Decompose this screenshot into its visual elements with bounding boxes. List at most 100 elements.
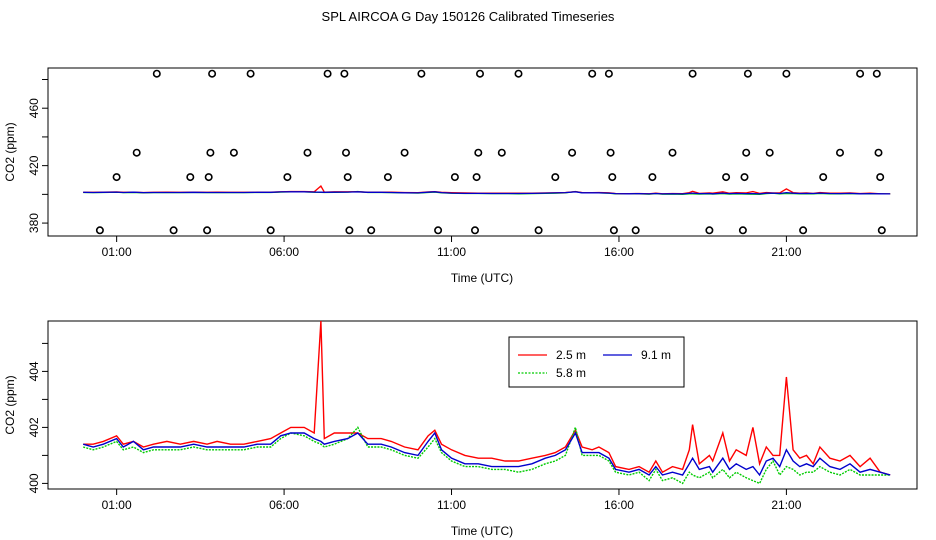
outlier-point	[765, 148, 774, 157]
outlier-point	[722, 173, 731, 182]
outlier-point	[229, 148, 238, 157]
x-tick-label: 21:00	[771, 498, 801, 512]
series-line-2-5-m	[83, 320, 891, 476]
legend: 2.5 m 9.1 m 5.8 m	[508, 336, 685, 388]
outlier-point	[475, 69, 484, 78]
y-tick-label: 400	[27, 473, 41, 493]
outlier-point	[400, 148, 409, 157]
y-tick-label: 420	[27, 155, 41, 175]
outlier-point	[551, 173, 560, 182]
outlier-point	[872, 69, 881, 78]
outlier-point	[705, 226, 714, 235]
x-tick-label: 11:00	[437, 498, 466, 512]
x-tick-label: 06:00	[269, 245, 299, 259]
outlier-point	[648, 173, 657, 182]
outlier-point	[132, 148, 141, 157]
x-tick-label: 16:00	[604, 498, 634, 512]
outlier-point	[367, 226, 376, 235]
outlier-point	[434, 226, 443, 235]
top-reference-lines	[83, 184, 891, 196]
outlier-point	[450, 173, 459, 182]
outlier-point	[341, 148, 350, 157]
top-series-line	[83, 191, 891, 195]
top-x-axis: 01:00 06:00 11:00 16:00 21:00	[102, 236, 802, 259]
outlier-point	[877, 226, 886, 235]
bottom-x-axis-label: Time (UTC)	[451, 524, 513, 538]
outlier-point	[742, 148, 751, 157]
legend-label-2-5m: 2.5 m	[556, 348, 586, 362]
y-tick-label: 460	[27, 98, 41, 118]
outlier-point	[95, 226, 104, 235]
outlier-point	[835, 148, 844, 157]
outlier-point	[609, 226, 618, 235]
outlier-point	[266, 226, 275, 235]
outlier-point	[246, 69, 255, 78]
outlier-point	[876, 173, 885, 182]
x-tick-label: 16:00	[604, 245, 634, 259]
outlier-point	[799, 226, 808, 235]
outlier-point	[608, 173, 617, 182]
x-tick-label: 21:00	[771, 245, 801, 259]
outlier-point	[740, 173, 749, 182]
top-y-axis-label: CO2 (ppm)	[3, 122, 17, 181]
outlier-point	[112, 173, 121, 182]
bottom-series-lines	[83, 320, 891, 485]
outlier-point	[169, 226, 178, 235]
outlier-point	[588, 69, 597, 78]
outlier-point	[152, 69, 161, 78]
x-tick-label: 11:00	[437, 245, 466, 259]
outlier-point	[856, 69, 865, 78]
top-plot-frame	[47, 67, 918, 237]
outlier-point	[186, 173, 195, 182]
y-tick-label: 380	[27, 213, 41, 233]
legend-box	[508, 336, 685, 388]
outlier-point	[604, 69, 613, 78]
outlier-point	[383, 173, 392, 182]
outlier-point	[206, 148, 215, 157]
outlier-point	[668, 148, 677, 157]
outlier-point	[514, 69, 523, 78]
top-panel: 01:00 06:00 11:00 16:00 21:00 380 420 460 Time…	[3, 67, 918, 285]
outlier-point	[472, 173, 481, 182]
outlier-point	[343, 173, 352, 182]
outlier-point	[874, 148, 883, 157]
outlier-point	[340, 69, 349, 78]
outlier-point	[417, 69, 426, 78]
y-tick-label: 402	[27, 417, 41, 437]
outlier-point	[568, 148, 577, 157]
outlier-point	[208, 69, 217, 78]
x-tick-label: 01:00	[102, 245, 132, 259]
series-line-9-1-m	[83, 431, 891, 477]
outlier-point	[283, 173, 292, 182]
outlier-point	[323, 69, 332, 78]
bottom-x-axis: 01:00 06:00 11:00 16:00 21:00	[102, 489, 802, 512]
outlier-point	[497, 148, 506, 157]
outlier-point	[204, 173, 213, 182]
legend-label-9-1m: 9.1 m	[641, 348, 671, 362]
outlier-point	[782, 69, 791, 78]
outlier-point	[474, 148, 483, 157]
x-tick-label: 06:00	[269, 498, 299, 512]
bottom-y-axis: 400 402 404	[27, 342, 48, 493]
y-tick-label: 404	[27, 361, 41, 381]
outlier-point	[688, 69, 697, 78]
outlier-point	[743, 69, 752, 78]
outlier-point	[631, 226, 640, 235]
top-y-axis: 380 420 460	[27, 78, 48, 233]
bottom-y-axis-label: CO2 (ppm)	[3, 375, 17, 434]
outlier-point	[345, 226, 354, 235]
bottom-panel: 01:00 06:00 11:00 16:00 21:00 400 402 404 Time…	[3, 320, 918, 538]
outlier-point	[203, 226, 212, 235]
x-tick-label: 01:00	[102, 498, 132, 512]
outlier-point	[819, 173, 828, 182]
top-x-axis-label: Time (UTC)	[451, 271, 513, 285]
page-title: SPL AIRCOA G Day 150126 Calibrated Times…	[321, 9, 615, 24]
legend-label-5-8m: 5.8 m	[556, 366, 586, 380]
outlier-point	[738, 226, 747, 235]
series-line-5-8-m	[83, 424, 891, 485]
outlier-point	[534, 226, 543, 235]
outlier-point	[303, 148, 312, 157]
top-outlier-points	[95, 69, 886, 235]
bottom-plot-frame	[47, 320, 918, 490]
